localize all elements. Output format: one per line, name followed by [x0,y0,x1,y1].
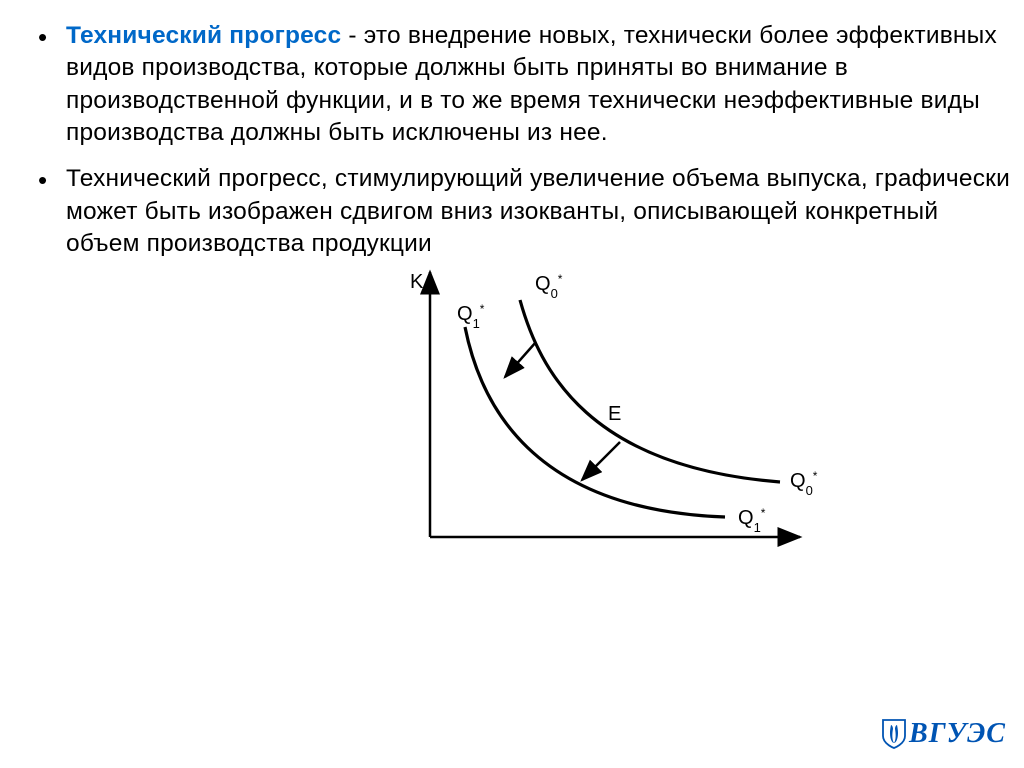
term-highlight: Технический прогресс [66,22,341,49]
shift-arrow-2 [582,442,620,480]
logo-shield-icon [881,718,907,750]
term-separator: - [341,22,363,49]
curve-q1 [465,327,725,517]
label-q1-right: Q1* [738,506,766,535]
curve-q0 [520,300,780,482]
logo: ВГУЭС [881,718,1006,750]
bullet-body-2: Технический прогресс, стимулирующий увел… [66,165,1010,257]
label-q0-right: Q0* [790,469,818,498]
label-q0-top: Q0* [535,272,563,301]
bullet-list: Технический прогресс - это внедрение нов… [10,20,1014,260]
logo-text: ВГУЭС [909,718,1006,750]
axis-label-k: K [410,271,424,293]
bullet-item-2: Технический прогресс, стимулирующий увел… [66,163,1014,260]
label-e: E [608,403,621,425]
shift-arrow-1 [505,342,536,377]
slide: Технический прогресс - это внедрение нов… [0,0,1024,768]
bullet-item-1: Технический прогресс - это внедрение нов… [66,20,1014,149]
label-q1-top: Q1* [457,302,485,331]
isoquant-diagram: K Q0* Q0* Q1* Q1* E [360,252,830,572]
